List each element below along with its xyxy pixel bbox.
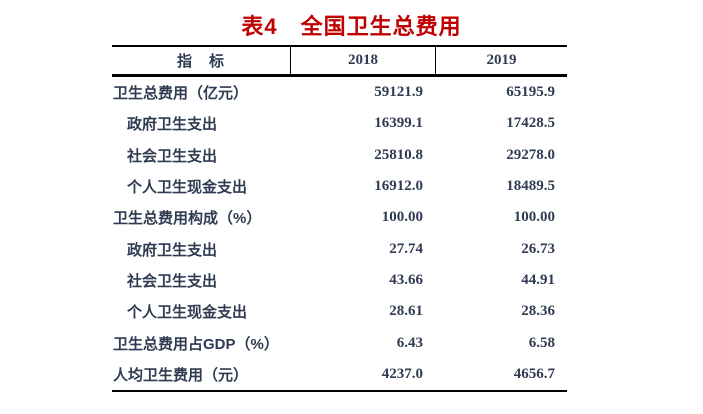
column-header-indicator: 指 标: [176, 53, 225, 70]
cell-2019: 6.58: [528, 334, 555, 351]
cell-2019: 44.91: [521, 271, 555, 288]
column-header-2018: 2018: [290, 47, 435, 74]
cell-2019: 100.00: [513, 209, 555, 226]
cell-2018: 25810.8: [374, 146, 423, 163]
cell-2019: 28.36: [521, 303, 555, 320]
row-label: 卫生总费用占GDP（%）: [113, 335, 279, 353]
cell-2019: 26.73: [521, 240, 555, 257]
cell-2018: 59121.9: [374, 84, 423, 101]
table-row: 个人卫生现金支出 28.61 28.36: [112, 296, 567, 327]
row-label: 社会卫生支出: [127, 147, 218, 165]
table-row: 社会卫生支出 43.66 44.91: [112, 265, 567, 296]
cell-2019: 29278.0: [506, 146, 555, 163]
cell-2018: 28.61: [389, 303, 423, 320]
row-label: 卫生总费用构成（%）: [113, 210, 262, 228]
cell-2018: 4237.0: [381, 365, 423, 382]
table-row: 卫生总费用（亿元） 59121.9 65195.9: [112, 77, 567, 108]
row-label: 人均卫生费用（元）: [113, 366, 249, 384]
table-row: 个人卫生现金支出 16912.0 18489.5: [112, 171, 567, 202]
table-row: 卫生总费用占GDP（%） 6.43 6.58: [112, 327, 567, 358]
cell-2018: 100.00: [381, 209, 423, 226]
cell-2018: 27.74: [389, 240, 423, 257]
cell-2018: 43.66: [389, 271, 423, 288]
column-header-2019: 2019: [435, 47, 567, 74]
table-body: 卫生总费用（亿元） 59121.9 65195.9 政府卫生支出 16399.1 1742…: [112, 77, 567, 392]
table-title: 表4 全国卫生总费用: [241, 14, 462, 39]
cell-2019: 18489.5: [506, 178, 555, 195]
cell-2019: 17428.5: [506, 115, 555, 132]
table-header-row: 指 标 2018 2019: [112, 45, 567, 77]
row-label: 个人卫生现金支出: [127, 179, 248, 197]
cell-2018: 16399.1: [374, 115, 423, 132]
national-health-expenditure-table: 指 标 2018 2019 卫生总费用（亿元） 59121.9 65195.9 政府卫…: [112, 45, 567, 392]
row-label: 个人卫生现金支出: [127, 304, 248, 322]
cell-2019: 65195.9: [506, 84, 555, 101]
cell-2019: 4656.7: [513, 365, 555, 382]
cell-2018: 16912.0: [374, 178, 423, 195]
table-row: 卫生总费用构成（%） 100.00 100.00: [112, 202, 567, 233]
cell-2018: 6.43: [396, 334, 423, 351]
row-label: 卫生总费用（亿元）: [113, 85, 249, 103]
row-label: 政府卫生支出: [127, 116, 218, 134]
table-row: 社会卫生支出 25810.8 29278.0: [112, 140, 567, 171]
row-label: 社会卫生支出: [127, 272, 218, 290]
table-row: 人均卫生费用（元） 4237.0 4656.7: [112, 359, 567, 390]
table-row: 政府卫生支出 16399.1 17428.5: [112, 108, 567, 139]
table-row: 政府卫生支出 27.74 26.73: [112, 233, 567, 264]
row-label: 政府卫生支出: [127, 241, 218, 259]
